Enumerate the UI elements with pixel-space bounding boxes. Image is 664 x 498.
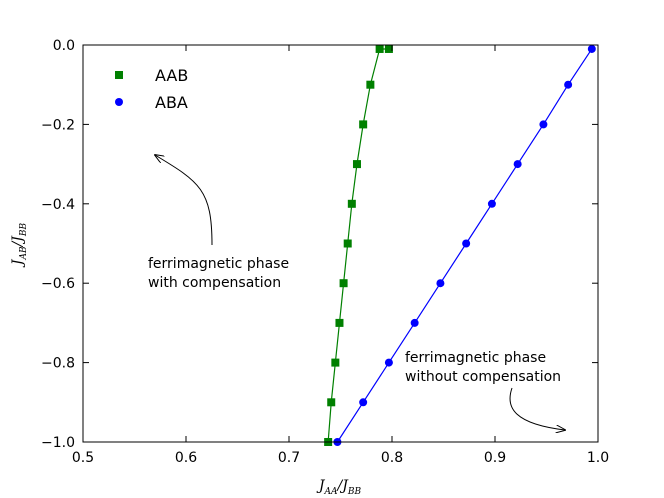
y-tick-label: −0.6	[41, 276, 75, 292]
annotation-line: without compensation	[405, 369, 561, 385]
data-point-aba	[539, 120, 548, 129]
y-tick-label: −1.0	[41, 435, 75, 451]
data-point-aab	[343, 239, 352, 248]
annotation-line: ferrimagnetic phase	[405, 350, 546, 366]
data-point-aba	[564, 80, 573, 89]
legend: AAB ABA	[115, 66, 188, 112]
annotation-line: ferrimagnetic phase	[148, 256, 289, 272]
x-tick-label: 0.9	[484, 450, 506, 466]
data-point-aab	[366, 80, 375, 89]
y-tick-label: −0.4	[41, 197, 75, 213]
data-point-aab	[375, 44, 384, 53]
data-point-aba	[587, 44, 596, 53]
annotation-line: with compensation	[148, 275, 281, 291]
plot-frame	[82, 44, 599, 443]
annotation-without-compensation: ferrimagnetic phase without compensation	[405, 350, 565, 430]
annotation-arrow	[509, 387, 565, 430]
x-tick-label: 0.6	[175, 450, 197, 466]
data-point-aba	[487, 199, 496, 208]
annotation-arrow	[155, 155, 213, 246]
x-axis-label: JAA/JBB	[316, 478, 362, 497]
data-point-aab	[327, 398, 336, 407]
legend-marker-aab	[115, 71, 123, 79]
data-point-aba	[462, 239, 471, 248]
y-axis-label: JAB/JBB	[10, 222, 29, 268]
legend-label-aba: ABA	[155, 93, 188, 112]
legend-marker-aba	[115, 98, 123, 106]
data-point-aab	[335, 318, 344, 327]
data-point-aba	[436, 279, 445, 288]
data-point-aab	[359, 120, 368, 129]
legend-label-aab: AAB	[155, 66, 188, 85]
x-tick-label: 0.8	[381, 450, 403, 466]
data-point-aab	[384, 44, 393, 53]
data-point-aab	[331, 358, 340, 367]
data-point-aab	[347, 199, 356, 208]
data-point-aba	[384, 358, 393, 367]
y-tick-label: 0.0	[53, 38, 75, 54]
y-tick-label: −0.2	[41, 117, 75, 133]
x-tick-label: 1.0	[587, 450, 609, 466]
x-tick-label: 0.7	[278, 450, 300, 466]
data-point-aab	[352, 160, 361, 169]
data-point-aba	[359, 398, 368, 407]
x-tick-label: 0.5	[72, 450, 94, 466]
series-line-aab	[327, 48, 389, 443]
data-point-aba	[513, 160, 522, 169]
data-point-aab	[339, 279, 348, 288]
y-tick-label: −0.8	[41, 356, 75, 372]
annotation-with-compensation: ferrimagnetic phase with compensation	[148, 155, 289, 291]
data-point-aba	[410, 318, 419, 327]
